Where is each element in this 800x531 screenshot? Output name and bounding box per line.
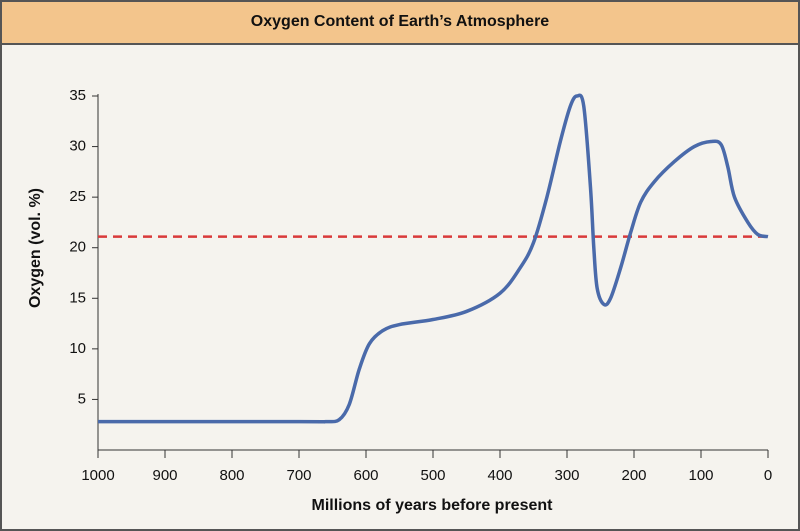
y-tick-label: 35 xyxy=(69,87,86,104)
line-series xyxy=(97,93,769,424)
title-bar xyxy=(0,0,800,45)
chart-title: Oxygen Content of Earth’s Atmosphere xyxy=(251,13,550,30)
x-tick-label: 1000 xyxy=(81,467,114,484)
y-tick-label: 15 xyxy=(69,289,86,306)
y-tick-label: 10 xyxy=(69,340,86,357)
y-tick-label: 25 xyxy=(69,188,86,205)
x-tick-label: 800 xyxy=(219,467,244,484)
x-tick-label: 100 xyxy=(688,467,713,484)
x-tick-label: 0 xyxy=(764,467,772,484)
y-tick-label: 20 xyxy=(69,239,86,256)
x-tick-label: 700 xyxy=(286,467,311,484)
x-tick-label: 300 xyxy=(554,467,579,484)
x-tick-label: 400 xyxy=(487,467,512,484)
y-axis-label: Oxygen (vol. %) xyxy=(27,188,44,308)
x-tick-label: 600 xyxy=(353,467,378,484)
x-tick-label: 500 xyxy=(420,467,445,484)
y-tick-label: 5 xyxy=(78,390,86,407)
x-tick-label: 200 xyxy=(621,467,646,484)
x-axis-label: Millions of years before present xyxy=(312,497,554,514)
y-tick-label: 30 xyxy=(69,138,86,155)
x-tick-label: 900 xyxy=(152,467,177,484)
